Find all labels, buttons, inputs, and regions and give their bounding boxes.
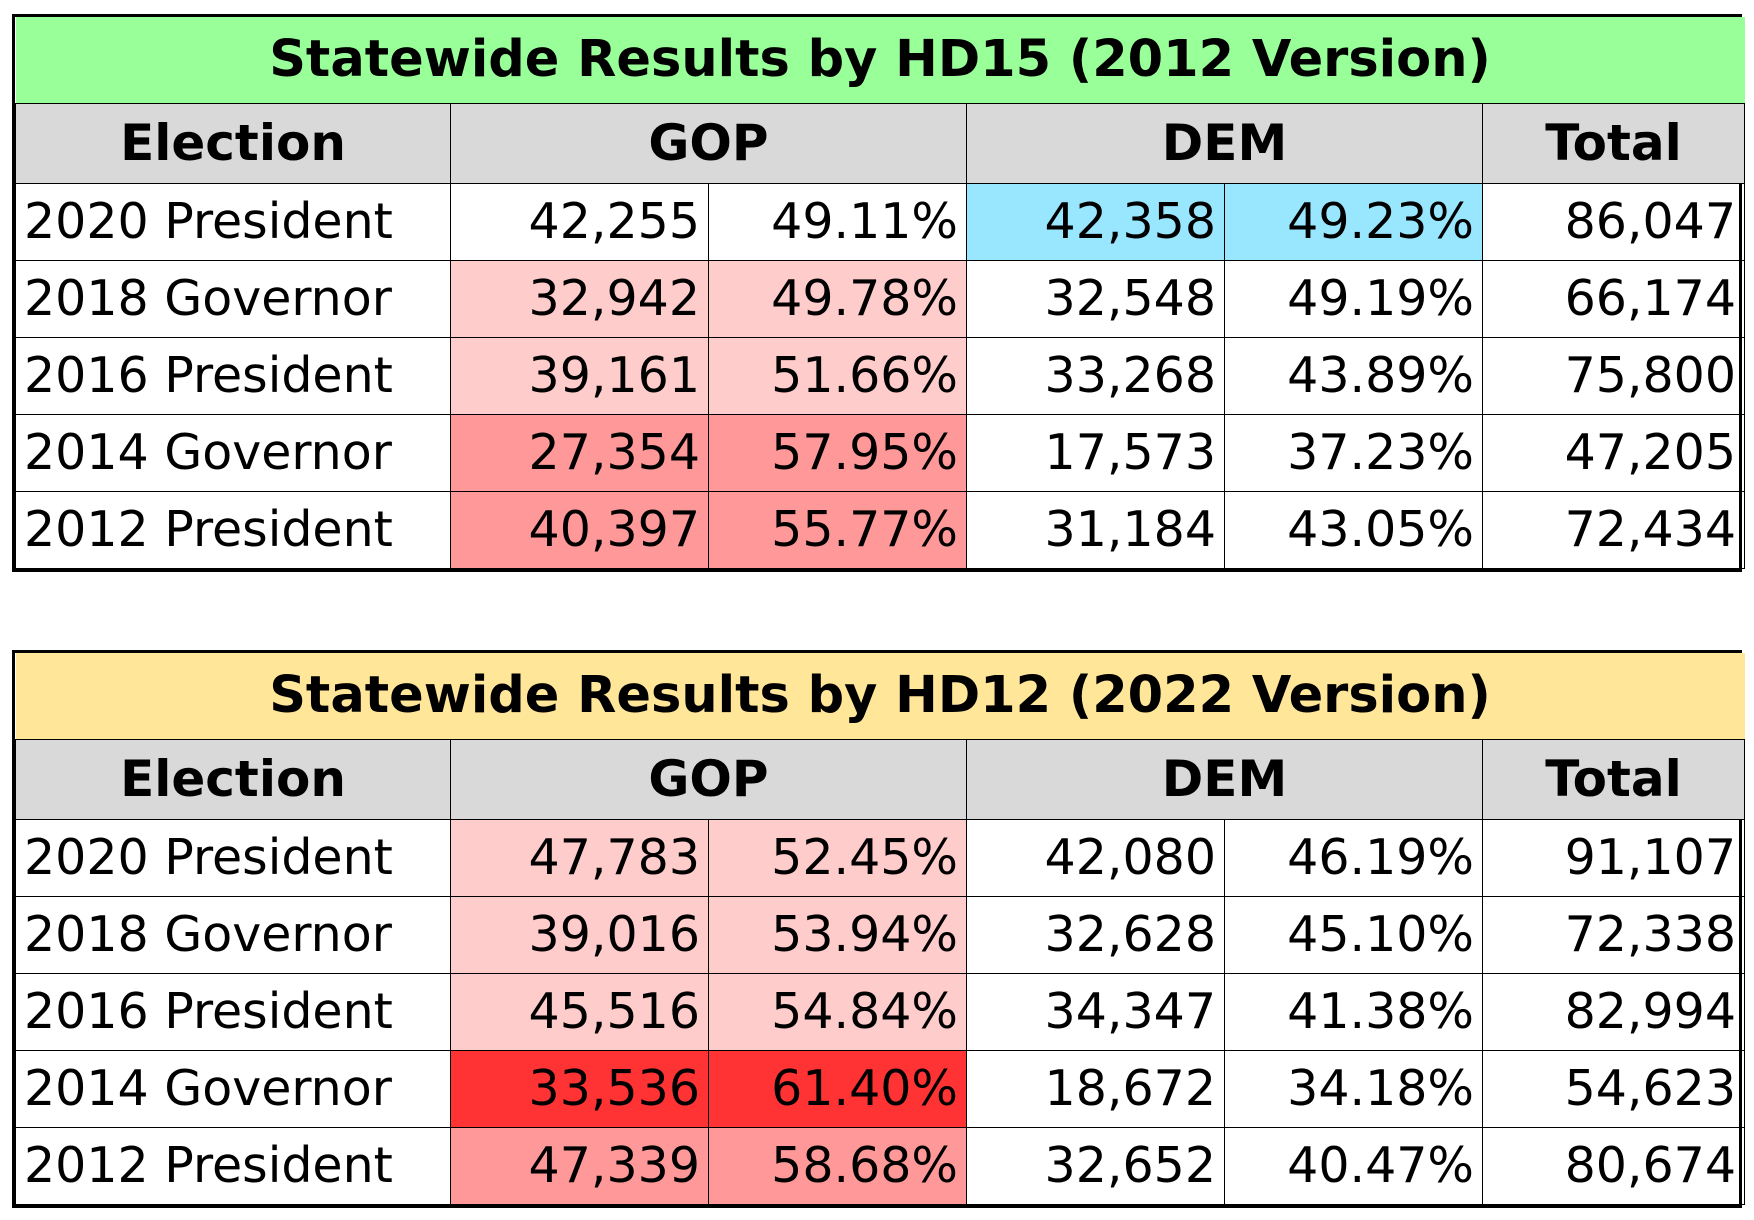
dem-votes-cell: 32,548 (966, 259, 1225, 338)
header-row: Election GOP DEM Total (15, 738, 1746, 820)
header-gop: GOP (450, 102, 967, 184)
total-cell: 66,174 (1481, 259, 1746, 338)
election-cell: 2012 President (15, 490, 451, 569)
table-row: 2018 Governor 39,016 53.94% 32,628 45.10% 72,… (15, 895, 1746, 974)
gop-votes-cell: 45,516 (450, 972, 709, 1051)
dem-pct-cell: 37.23% (1224, 413, 1483, 492)
results-table-hd15: Statewide Results by HD15 (2012 Version)… (12, 14, 1746, 572)
dem-votes-cell: 31,184 (966, 490, 1225, 569)
dem-pct-cell: 49.23% (1224, 182, 1483, 261)
election-cell: 2018 Governor (15, 259, 451, 338)
header-election: Election (15, 738, 451, 820)
gop-votes-cell: 39,161 (450, 336, 709, 415)
table-row: 2020 President 47,783 52.45% 42,080 46.19% 91… (15, 818, 1746, 897)
results-grid: Statewide Results by HD15 (2012 Version)… (15, 17, 1746, 569)
dem-votes-cell: 17,573 (966, 413, 1225, 492)
dem-votes-cell: 42,358 (966, 182, 1225, 261)
total-cell: 75,800 (1481, 336, 1746, 415)
gop-pct-cell: 54.84% (708, 972, 967, 1051)
table-title: Statewide Results by HD15 (2012 Version) (15, 17, 1745, 104)
title-row: Statewide Results by HD15 (2012 Version) (15, 17, 1745, 104)
election-cell: 2016 President (15, 972, 451, 1051)
total-cell: 86,047 (1481, 182, 1746, 261)
total-cell: 82,994 (1481, 972, 1746, 1051)
gop-pct-cell: 49.78% (708, 259, 967, 338)
table-row: 2012 President 47,339 58.68% 32,652 40.47% 80… (15, 1126, 1746, 1205)
header-dem: DEM (966, 738, 1483, 820)
gop-pct-cell: 53.94% (708, 895, 967, 974)
total-cell: 47,205 (1481, 413, 1746, 492)
election-cell: 2020 President (15, 182, 451, 261)
table-row: 2016 President 39,161 51.66% 33,268 43.89% 75… (15, 336, 1746, 415)
header-row: Election GOP DEM Total (15, 102, 1746, 184)
gop-pct-cell: 55.77% (708, 490, 967, 569)
gop-votes-cell: 27,354 (450, 413, 709, 492)
dem-votes-cell: 42,080 (966, 818, 1225, 897)
gop-votes-cell: 40,397 (450, 490, 709, 569)
gop-pct-cell: 58.68% (708, 1126, 967, 1205)
header-gop: GOP (450, 738, 967, 820)
dem-votes-cell: 32,628 (966, 895, 1225, 974)
table-row: 2020 President 42,255 49.11% 42,358 49.23% 86… (15, 182, 1746, 261)
dem-pct-cell: 49.19% (1224, 259, 1483, 338)
dem-votes-cell: 32,652 (966, 1126, 1225, 1205)
dem-votes-cell: 34,347 (966, 972, 1225, 1051)
table-row: 2012 President 40,397 55.77% 31,184 43.05% 72… (15, 490, 1746, 569)
table-row: 2014 Governor 33,536 61.40% 18,672 34.18% 54,… (15, 1049, 1746, 1128)
table-row: 2014 Governor 27,354 57.95% 17,573 37.23% 47,… (15, 413, 1746, 492)
title-row: Statewide Results by HD12 (2022 Version) (15, 653, 1745, 740)
dem-votes-cell: 18,672 (966, 1049, 1225, 1128)
gop-votes-cell: 47,339 (450, 1126, 709, 1205)
header-dem: DEM (966, 102, 1483, 184)
gop-votes-cell: 47,783 (450, 818, 709, 897)
dem-pct-cell: 43.05% (1224, 490, 1483, 569)
gop-pct-cell: 52.45% (708, 818, 967, 897)
total-cell: 80,674 (1481, 1126, 1746, 1205)
total-cell: 72,434 (1481, 490, 1746, 569)
dem-pct-cell: 41.38% (1224, 972, 1483, 1051)
gop-votes-cell: 39,016 (450, 895, 709, 974)
election-cell: 2012 President (15, 1126, 451, 1205)
gop-votes-cell: 32,942 (450, 259, 709, 338)
table-row: 2016 President 45,516 54.84% 34,347 41.38% 82… (15, 972, 1746, 1051)
gop-pct-cell: 51.66% (708, 336, 967, 415)
header-election: Election (15, 102, 451, 184)
gop-pct-cell: 61.40% (708, 1049, 967, 1128)
election-cell: 2020 President (15, 818, 451, 897)
election-cell: 2014 Governor (15, 1049, 451, 1128)
gop-votes-cell: 33,536 (450, 1049, 709, 1128)
election-cell: 2018 Governor (15, 895, 451, 974)
gop-pct-cell: 57.95% (708, 413, 967, 492)
dem-pct-cell: 43.89% (1224, 336, 1483, 415)
table-title: Statewide Results by HD12 (2022 Version) (15, 653, 1745, 740)
gop-pct-cell: 49.11% (708, 182, 967, 261)
election-cell: 2014 Governor (15, 413, 451, 492)
dem-pct-cell: 34.18% (1224, 1049, 1483, 1128)
header-total: Total (1481, 738, 1746, 820)
results-table-hd12: Statewide Results by HD12 (2022 Version)… (12, 650, 1746, 1208)
gop-votes-cell: 42,255 (450, 182, 709, 261)
header-total: Total (1481, 102, 1746, 184)
results-grid: Statewide Results by HD12 (2022 Version)… (15, 653, 1746, 1205)
dem-votes-cell: 33,268 (966, 336, 1225, 415)
dem-pct-cell: 40.47% (1224, 1126, 1483, 1205)
total-cell: 54,623 (1481, 1049, 1746, 1128)
dem-pct-cell: 46.19% (1224, 818, 1483, 897)
total-cell: 91,107 (1481, 818, 1746, 897)
total-cell: 72,338 (1481, 895, 1746, 974)
election-cell: 2016 President (15, 336, 451, 415)
dem-pct-cell: 45.10% (1224, 895, 1483, 974)
table-row: 2018 Governor 32,942 49.78% 32,548 49.19% 66,… (15, 259, 1746, 338)
